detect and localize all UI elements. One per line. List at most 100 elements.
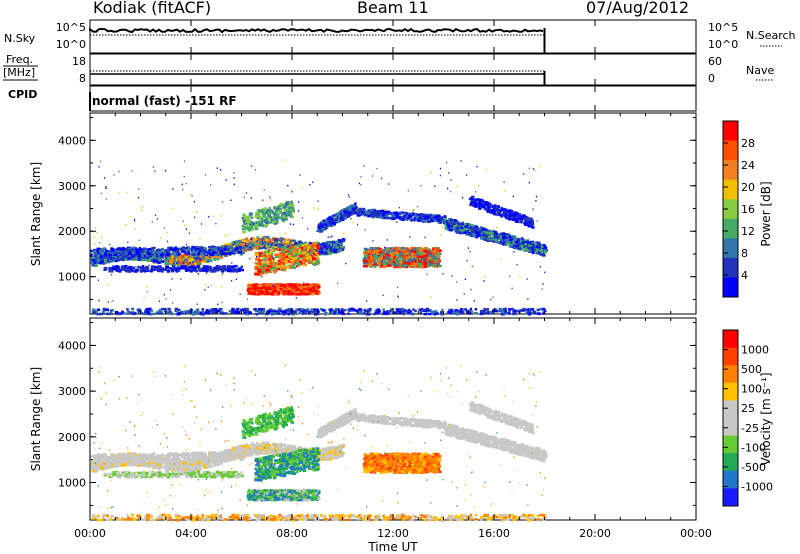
power-cell (140, 248, 143, 251)
power-cell (386, 251, 390, 255)
power-cell (206, 253, 210, 256)
power-cell (288, 204, 293, 207)
power-cell (135, 268, 139, 272)
power-cell (413, 253, 417, 256)
power-cell (174, 246, 178, 250)
power-cell (253, 287, 256, 291)
power-cell (387, 261, 391, 264)
power-cell (229, 269, 232, 272)
power-cell (123, 265, 127, 268)
power-cell (273, 253, 277, 256)
power-cell (266, 262, 270, 266)
power-cell (280, 283, 284, 287)
power-cell (250, 285, 253, 289)
power-cell (288, 246, 292, 250)
power-cell (235, 245, 238, 249)
power-cell (410, 258, 414, 262)
power-cell (256, 273, 261, 276)
power-cell (370, 256, 373, 260)
power-cell (127, 269, 131, 272)
power-cell (95, 260, 99, 263)
power-cell (336, 246, 339, 249)
power-cell (206, 260, 210, 263)
power-cell (248, 244, 252, 247)
power-cell (287, 290, 291, 293)
power-cell (208, 248, 211, 252)
power-cell (261, 212, 265, 215)
power-cell (192, 265, 196, 269)
power-cell (277, 208, 282, 211)
power-cell (422, 218, 427, 222)
power-cell (238, 269, 241, 272)
date-title: 07/Aug/2012 (586, 0, 690, 17)
power-cell (156, 253, 159, 256)
power-cell (423, 265, 426, 269)
power-cell (396, 261, 399, 265)
power-cell (292, 249, 297, 252)
power-cell (284, 261, 289, 265)
power-cell (286, 254, 291, 258)
power-cell (103, 247, 107, 251)
power-cell (224, 250, 226, 253)
power-cell (324, 251, 328, 254)
power-cell (110, 249, 115, 252)
power-cell (127, 249, 132, 252)
power-cell (411, 219, 416, 222)
power-cell (255, 258, 259, 261)
power-cell (117, 266, 120, 269)
power-cell (141, 269, 145, 273)
power-cell (245, 220, 250, 223)
power-cell (367, 263, 371, 266)
power-cell (339, 249, 343, 252)
power-cell (261, 218, 265, 222)
power-cell (275, 207, 279, 211)
power-cell (172, 250, 175, 254)
power-cell (100, 258, 104, 261)
power-cell (362, 259, 366, 262)
power-cell (409, 217, 412, 221)
power-cell (233, 242, 238, 245)
power-cell (277, 205, 280, 209)
power-cell (384, 216, 387, 220)
power-cell (124, 248, 127, 251)
power-cell (241, 247, 245, 251)
power-cell (288, 284, 293, 287)
power-scatter (90, 159, 548, 316)
power-cell (290, 253, 293, 256)
power-cell (251, 222, 256, 226)
power-cell (315, 245, 320, 248)
power-cell (421, 259, 424, 263)
power-cell (231, 241, 236, 244)
power-cell (183, 256, 187, 259)
power-cell (323, 245, 327, 248)
power-cell (352, 204, 356, 208)
power-cell (379, 211, 384, 215)
power-cell (268, 207, 271, 210)
power-cell (436, 257, 440, 260)
power-cell (150, 248, 154, 251)
power-cell (284, 218, 288, 221)
power-cell (326, 217, 330, 221)
power-cell (431, 249, 435, 253)
power-cell (249, 220, 253, 223)
power-cell (232, 243, 236, 246)
power-cell (410, 246, 415, 250)
power-cell (396, 246, 400, 250)
power-cell (176, 269, 181, 272)
power-cell (428, 264, 431, 268)
power-cell (389, 216, 393, 220)
power-cell (262, 214, 266, 217)
power-cell (193, 246, 198, 250)
power-cell (348, 205, 352, 208)
power-cell (277, 240, 281, 244)
power-cell (128, 270, 132, 273)
power-cell (274, 292, 278, 295)
power-cell (403, 264, 407, 268)
power-cell (358, 207, 362, 211)
power-cell (414, 250, 418, 254)
power-cell (393, 263, 397, 266)
power-cell (370, 260, 374, 263)
power-cell (271, 218, 274, 222)
power-cell (264, 264, 268, 267)
power-cell (418, 247, 421, 250)
